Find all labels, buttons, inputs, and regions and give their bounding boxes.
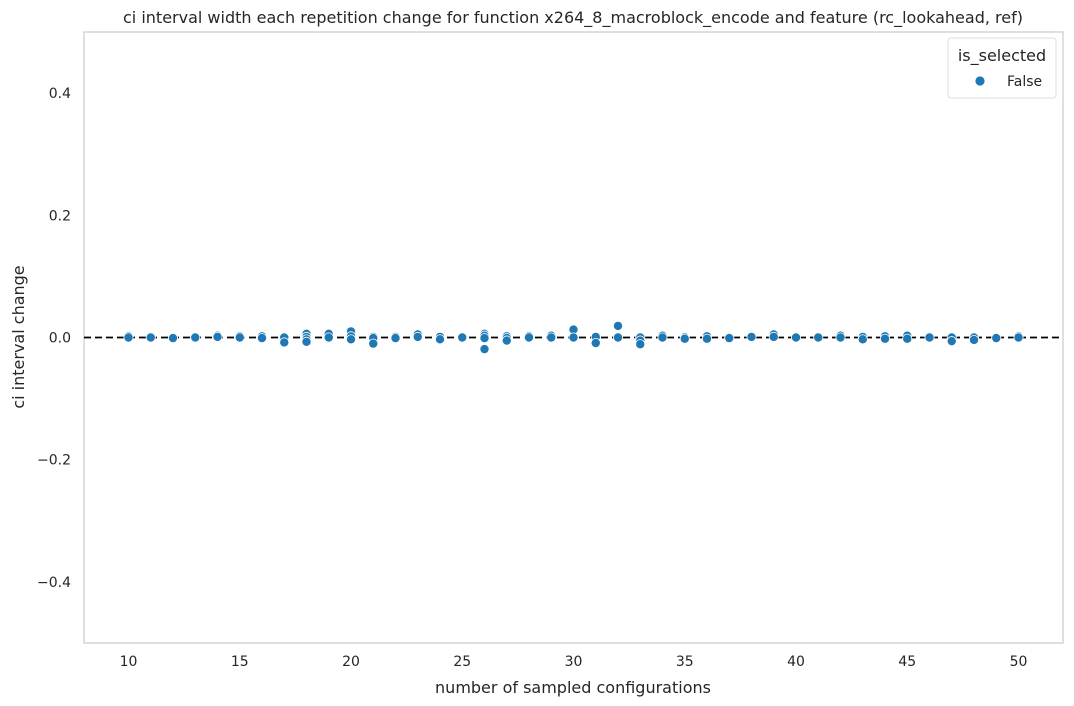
x-axis-ticks: 10 15 20 25 30 35 40 45 50 [120, 654, 1028, 670]
data-point [501, 335, 512, 346]
data-point [724, 333, 735, 344]
data-point [301, 336, 312, 347]
x-tick-label: 10 [120, 654, 138, 670]
legend-marker [974, 75, 986, 87]
data-point [679, 333, 690, 344]
y-tick-label: 0.4 [49, 86, 71, 102]
data-point [835, 332, 846, 343]
data-point [323, 332, 334, 343]
data-point [857, 334, 868, 345]
data-point [635, 339, 646, 350]
data-point [368, 338, 379, 349]
data-point [479, 344, 490, 355]
plot-area [83, 31, 1064, 644]
y-tick-label: 0.2 [49, 208, 71, 224]
data-point [145, 332, 156, 343]
data-point [613, 332, 624, 343]
legend-title: is_selected [958, 46, 1046, 66]
data-point [479, 333, 490, 344]
data-point [434, 334, 445, 345]
legend: is_selected False [947, 37, 1057, 99]
x-tick-label: 45 [898, 654, 916, 670]
data-point [345, 334, 356, 345]
data-point [167, 333, 178, 344]
data-point [768, 331, 779, 342]
x-tick-label: 35 [676, 654, 694, 670]
y-tick-label: −0.4 [37, 575, 71, 591]
data-point [657, 332, 668, 343]
data-point [924, 332, 935, 343]
data-point [880, 333, 891, 344]
data-point [969, 334, 980, 345]
data-points [123, 320, 1024, 355]
y-axis-label: ci interval change [9, 265, 28, 408]
y-axis-ticks: −0.4 −0.2 0.0 0.2 0.4 [37, 86, 71, 591]
data-point [546, 332, 557, 343]
data-point [256, 333, 267, 344]
data-point [412, 331, 423, 342]
data-point [234, 332, 245, 343]
data-point [813, 332, 824, 343]
data-point [791, 332, 802, 343]
data-point [524, 332, 535, 343]
data-point [702, 333, 713, 344]
data-point [123, 332, 134, 343]
data-point [390, 333, 401, 344]
data-point [457, 332, 468, 343]
legend-entry-false: False [1007, 74, 1042, 90]
x-tick-label: 25 [453, 654, 471, 670]
data-point [590, 337, 601, 348]
data-point [279, 337, 290, 348]
chart-title: ci interval width each repetition change… [123, 8, 1023, 28]
x-tick-label: 40 [787, 654, 805, 670]
data-point [190, 332, 201, 343]
data-point [991, 333, 1002, 344]
data-point [946, 336, 957, 347]
y-tick-label: 0.0 [49, 331, 71, 347]
data-point [902, 333, 913, 344]
x-tick-label: 50 [1010, 654, 1028, 670]
data-point [1013, 332, 1024, 343]
x-axis-label: number of sampled configurations [435, 678, 711, 697]
x-tick-label: 30 [565, 654, 583, 670]
x-tick-label: 20 [342, 654, 360, 670]
data-point [212, 331, 223, 342]
data-point [746, 331, 757, 342]
y-tick-label: −0.2 [37, 453, 71, 469]
x-tick-label: 15 [231, 654, 249, 670]
data-point [613, 320, 624, 331]
data-point [568, 332, 579, 343]
